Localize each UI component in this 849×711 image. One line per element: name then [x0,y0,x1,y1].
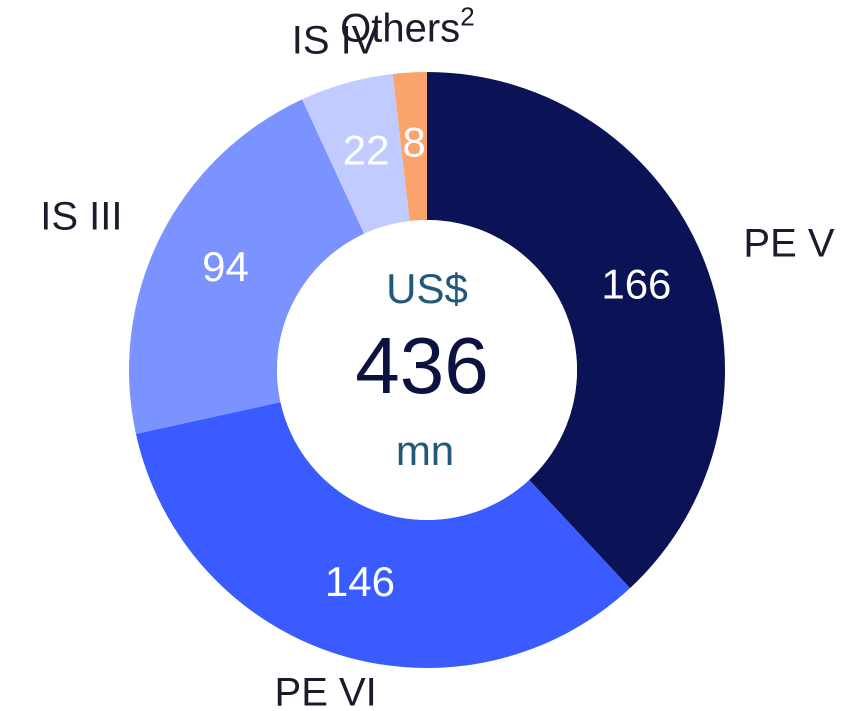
category-label: IS III [40,194,122,238]
category-name: IS III [40,194,122,238]
value-label: 8 [402,118,425,165]
donut-hole [277,220,577,520]
donut-slice [135,402,630,668]
donut-slice [128,99,365,434]
center-prefix: US$ [386,265,468,312]
center-total: 436 [355,321,488,410]
category-label: IS IV [292,18,379,62]
category-name: IS IV [292,18,379,62]
category-label: PE V [743,221,834,265]
center-unit: mn [396,427,454,474]
value-label: 22 [343,126,390,173]
category-label: PE VI [275,670,377,711]
value-label: 146 [325,558,395,605]
category-name: Others [340,6,460,50]
category-label: Others2 [340,1,475,50]
footnote-marker: 2 [460,1,474,31]
donut-slice [392,72,427,221]
category-name: PE VI [275,670,377,711]
category-name: PE V [743,221,834,265]
value-label: 94 [202,243,249,290]
donut-slice [302,73,410,234]
value-label: 166 [601,261,671,308]
donut-slice [427,72,725,589]
